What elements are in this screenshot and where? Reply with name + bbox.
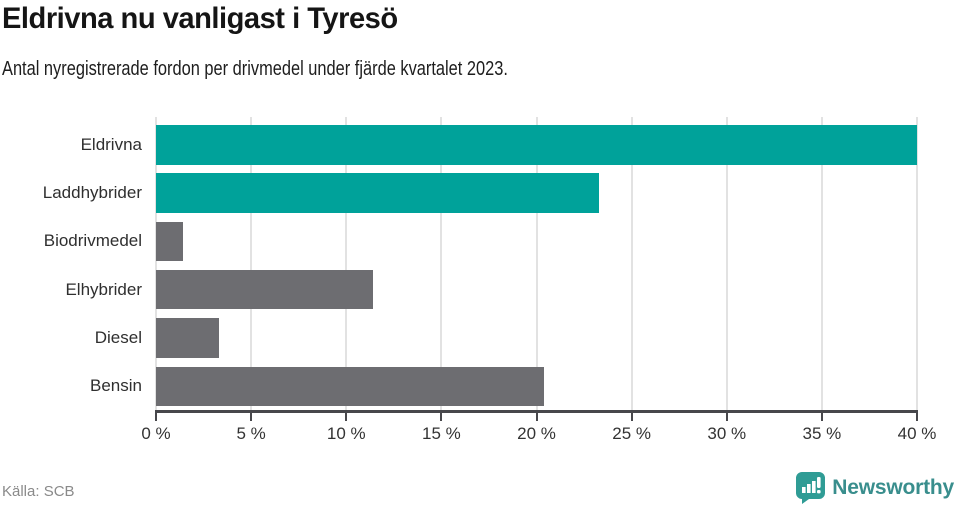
gridline (345, 117, 348, 410)
newsworthy-logo: Newsworthy (796, 472, 954, 504)
category-label: Elhybrider (65, 279, 142, 299)
category-label: Eldrivna (80, 134, 142, 154)
x-axis-tick-label: 0 % (141, 424, 171, 443)
x-axis-tick-label: 20 % (517, 424, 556, 443)
bar-laddhybrider (156, 173, 600, 213)
x-axis-tick (820, 413, 823, 421)
page-title: Eldrivna nu vanligast i Tyresö (2, 2, 398, 35)
bar-diesel (156, 318, 219, 358)
x-axis-line (155, 410, 918, 413)
bar-bensin (156, 366, 545, 406)
x-axis-tick-label: 40 % (897, 424, 937, 443)
gridline (725, 117, 728, 410)
x-axis-tick-label: 5 % (236, 424, 266, 443)
bar-eldrivna (156, 125, 917, 165)
x-axis-tick (155, 413, 157, 421)
x-axis-tick (916, 413, 918, 421)
chart-subtitle: Antal nyregistrerade fordon per drivmede… (2, 58, 508, 80)
gridline (630, 117, 633, 410)
x-axis-tick (345, 413, 348, 421)
x-axis-tick-label: 10 % (326, 424, 366, 443)
source-note: Källa: SCB (2, 483, 75, 500)
gridline (155, 117, 157, 410)
x-axis-tick (535, 413, 538, 421)
plot-area: Eldrivna Laddhybrider Biodrivmedel Elhybrid… (42, 117, 937, 443)
x-axis-tick (630, 413, 633, 421)
x-axis-tick (440, 413, 443, 421)
bar-biodrivmedel (156, 221, 183, 262)
x-axis-tick-label: 15 % (422, 424, 461, 443)
category-label: Diesel (94, 327, 142, 347)
gridline (916, 117, 918, 410)
gridline (250, 117, 253, 410)
category-label: Bensin (90, 376, 142, 396)
category-label: Laddhybrider (42, 183, 142, 203)
newsworthy-icon (796, 472, 826, 504)
gridline (440, 117, 443, 410)
x-axis-tick-label: 35 % (802, 424, 842, 443)
newsworthy-wordmark: Newsworthy (832, 476, 954, 499)
x-axis-tick (250, 413, 253, 421)
x-axis-tick (725, 413, 728, 421)
gridline (535, 117, 538, 410)
bar-elhybrider (156, 269, 373, 310)
x-axis-tick-label: 30 % (707, 424, 747, 443)
x-axis-tick-label: 25 % (612, 424, 651, 443)
gridline (820, 117, 823, 410)
category-label: Biodrivmedel (43, 231, 142, 251)
